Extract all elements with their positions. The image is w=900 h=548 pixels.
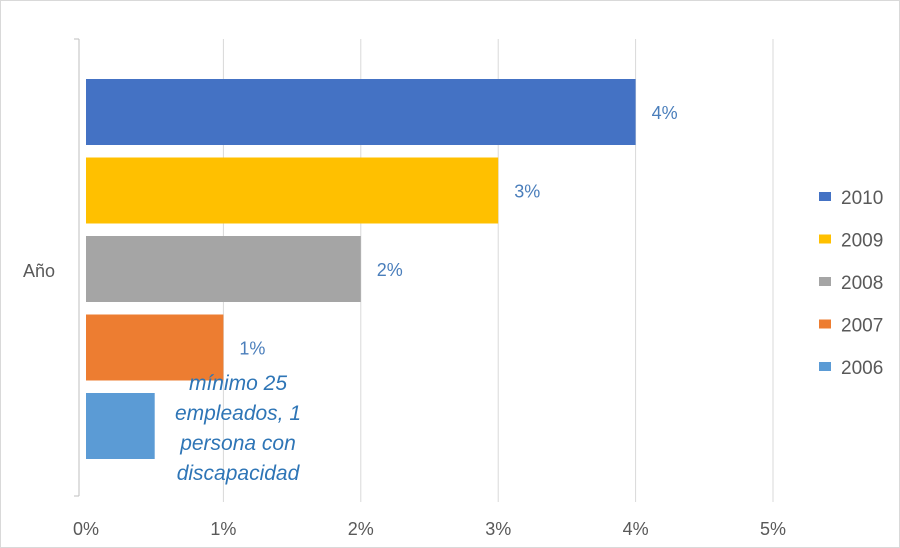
- legend-swatch-2009: [819, 234, 831, 244]
- data-label-2007: 1%: [239, 339, 265, 359]
- x-tick-label: 1%: [210, 519, 236, 539]
- bar-2008: [86, 236, 361, 302]
- annotation-line: persona con: [179, 432, 296, 455]
- bar-2007: [86, 314, 224, 381]
- x-tick-label: 3%: [485, 519, 511, 539]
- x-tick-label: 2%: [348, 519, 374, 539]
- x-tick-label: 5%: [760, 519, 786, 539]
- legend-label-2010: 2010: [841, 188, 883, 209]
- bar-2006: [86, 393, 155, 459]
- annotation-line: mínimo 25: [189, 372, 287, 395]
- legend-label-2007: 2007: [841, 316, 883, 337]
- bar-2009: [86, 157, 499, 224]
- data-label-2010: 4%: [652, 103, 678, 123]
- x-tick-label: 0%: [73, 519, 99, 539]
- bar-2010: [86, 79, 636, 145]
- legend-swatch-2007: [819, 319, 831, 329]
- data-label-2009: 3%: [514, 182, 540, 202]
- annotation-line: empleados, 1: [175, 402, 301, 425]
- data-label-2008: 2%: [377, 260, 403, 280]
- annotation-line: discapacidad: [177, 462, 301, 485]
- legend-swatch-2008: [819, 277, 831, 286]
- data-labels: 4% 3% 2% 1%: [239, 103, 677, 359]
- category-label: Año: [23, 261, 55, 281]
- bars: [86, 79, 636, 459]
- x-tick-label: 4%: [623, 519, 649, 539]
- legend-swatch-2006: [819, 362, 831, 371]
- legend-swatch-2010: [819, 192, 831, 201]
- legend-label-2009: 2009: [841, 231, 883, 252]
- legend-label-2006: 2006: [841, 358, 883, 379]
- category-axis: Año: [23, 38, 80, 497]
- annotation: mínimo 25 empleados, 1 persona con discapac…: [175, 372, 301, 485]
- x-axis-ticks: 0% 1% 2% 3% 4% 5%: [73, 519, 786, 539]
- legend-label-2008: 2008: [841, 273, 883, 294]
- legend: 2010 2009 2008 2007 2006: [819, 188, 883, 379]
